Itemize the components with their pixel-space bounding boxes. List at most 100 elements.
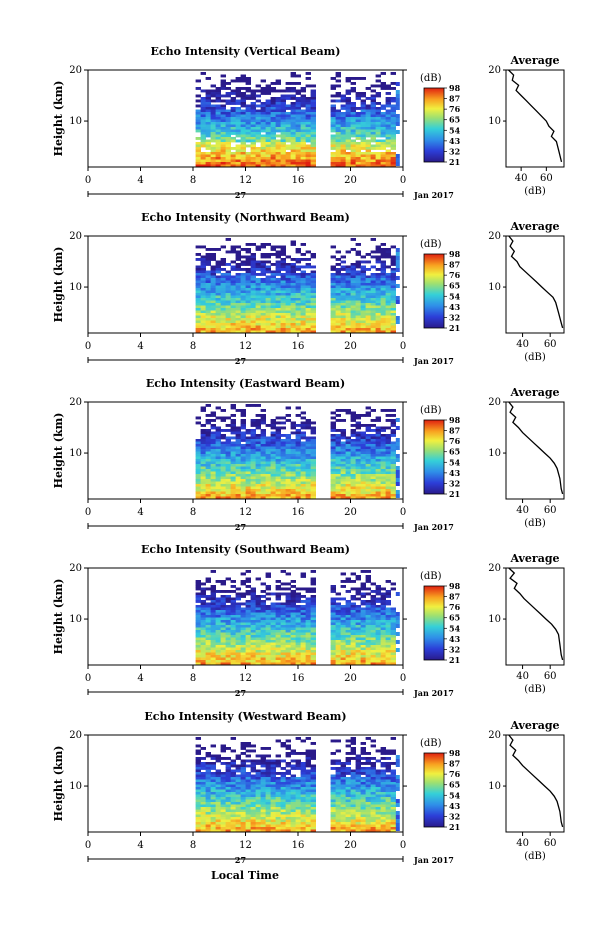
heatmap-cell (280, 486, 286, 490)
heatmap-cell (370, 456, 376, 460)
heatmap-cell (205, 476, 211, 480)
heatmap-cell (355, 107, 361, 110)
heatmap-cell (295, 273, 301, 276)
heatmap-cell (255, 164, 261, 168)
heatmap-cell (275, 164, 281, 168)
heatmap-cell (230, 293, 236, 296)
heatmap-cell (385, 650, 391, 653)
heatmap-cell (375, 471, 381, 475)
heatmap-cell (245, 625, 251, 628)
heatmap-cell (385, 446, 391, 450)
heatmap-cell (295, 471, 301, 475)
heatmap-cell (270, 295, 276, 299)
heatmap-cell (360, 265, 366, 269)
heatmap-cell (235, 109, 241, 113)
heatmap-cell (310, 466, 316, 470)
heatmap-cell (225, 620, 231, 623)
heatmap-cell (255, 620, 261, 623)
heatmap-cell (280, 313, 286, 316)
heatmap-cell (235, 491, 241, 495)
heatmap-cell (235, 476, 241, 480)
heatmap-cell (350, 627, 356, 631)
heatmap-cell (305, 635, 311, 638)
heatmap-cell (270, 615, 276, 618)
heatmap-cell (245, 248, 251, 251)
heatmap-cell (270, 89, 276, 93)
heatmap-cell (340, 325, 346, 329)
heatmap-cell (240, 655, 246, 658)
heatmap-cell (205, 635, 211, 638)
heatmap-cell (210, 285, 216, 289)
heatmap-cell (305, 250, 311, 254)
heatmap-cell (340, 444, 346, 447)
heatmap-cell (235, 439, 241, 442)
heatmap-cell (300, 605, 306, 608)
heatmap-cell (345, 278, 351, 281)
heatmap-cell (240, 87, 246, 90)
heatmap-cell (300, 275, 306, 279)
heatmap-cell (195, 632, 201, 636)
heatmap-cell (285, 617, 291, 621)
heatmap-cell (350, 451, 356, 455)
heatmap-cell (225, 129, 231, 133)
heatmap-cell (270, 459, 276, 462)
heatmap-cell (385, 318, 391, 321)
heatmap-cell (360, 295, 366, 299)
heatmap-cell (200, 122, 206, 125)
heatmap-cell (250, 637, 256, 641)
heatmap-cell (280, 439, 286, 442)
heatmap-cell (275, 441, 281, 445)
heatmap-cell (365, 313, 371, 316)
heatmap-cell (355, 640, 361, 643)
heatmap-cell (390, 640, 396, 643)
heatmap-cell (330, 273, 336, 276)
heatmap-cell (220, 315, 226, 319)
heatmap-cell (220, 313, 226, 316)
heatmap-cell (280, 451, 286, 455)
heatmap-cell (360, 660, 366, 663)
average-profile-line (508, 235, 564, 329)
heatmap-cell (380, 159, 386, 163)
heatmap-cell (295, 595, 301, 598)
heatmap-cell (270, 635, 276, 638)
heatmap-cell (220, 144, 226, 148)
heatmap-cell (295, 434, 301, 437)
heatmap-cell (245, 243, 251, 246)
heatmap-cell (335, 308, 341, 311)
heatmap-cell (305, 139, 311, 143)
heatmap-edge-cell (395, 248, 400, 252)
heatmap-cell (290, 288, 296, 291)
heatmap-cell (355, 650, 361, 653)
heatmap-cell (335, 328, 341, 331)
heatmap-cell (375, 268, 381, 271)
heatmap-cell (225, 481, 231, 485)
heatmap-cell (345, 305, 351, 309)
heatmap-cell (300, 308, 306, 311)
heatmap-cell (370, 290, 376, 294)
heatmap-cell (280, 99, 286, 103)
heatmap-cell (240, 466, 246, 470)
heatmap-cell (295, 662, 301, 666)
heatmap-cell (220, 157, 226, 160)
heatmap-cell (295, 300, 301, 304)
heatmap-cell (265, 278, 271, 281)
heatmap-cell (390, 315, 396, 319)
heatmap-cell (200, 655, 206, 658)
heatmap-cell (200, 300, 206, 304)
heatmap-cell (305, 469, 311, 472)
heatmap-cell (285, 449, 291, 452)
heatmap-cell (310, 620, 316, 623)
heatmap-cell (375, 293, 381, 296)
heatmap-cell (390, 424, 396, 427)
heatmap-cell (240, 451, 246, 455)
heatmap-cell (360, 270, 366, 274)
heatmap-cell (215, 476, 221, 480)
heatmap-cell (205, 484, 211, 487)
heatmap-cell (265, 89, 271, 93)
heatmap-cell (300, 491, 306, 495)
heatmap-cell (305, 132, 311, 135)
heatmap-cell (330, 660, 336, 663)
heatmap-cell (235, 474, 241, 477)
heatmap-cell (275, 147, 281, 150)
heatmap-cell (340, 122, 346, 125)
